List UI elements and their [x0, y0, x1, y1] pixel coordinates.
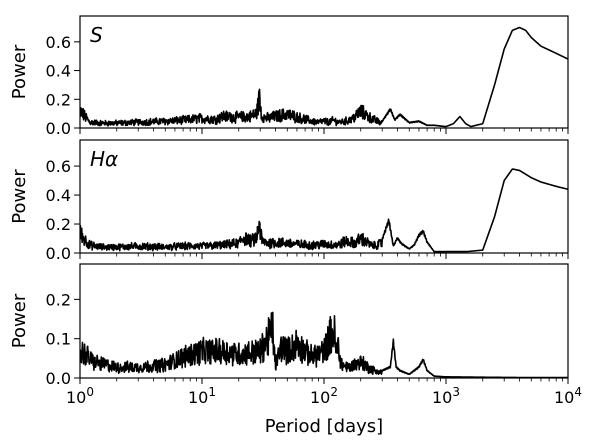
y-tick-label: 0.0	[46, 119, 71, 138]
y-axis-label: Power	[9, 169, 30, 224]
panel-2: 0.0 0.2 0.4 0.6 Power Hα	[9, 139, 569, 263]
series-line	[80, 26, 568, 128]
y-axis-label: Power	[9, 293, 30, 348]
y-tick-label: 0.4	[46, 186, 71, 205]
axes-frame	[79, 263, 569, 379]
series-line	[80, 311, 568, 378]
y-tick-label: 0.6	[46, 157, 71, 176]
panel-label: S	[90, 23, 103, 47]
axes-frame	[79, 15, 569, 129]
axes-frame	[79, 139, 569, 254]
y-tick-label: 0.1	[46, 330, 71, 349]
y-tick-label: 0.2	[46, 90, 71, 109]
x-tick-label: 100	[66, 385, 94, 407]
x-tick-label: 101	[188, 385, 216, 407]
y-tick-label: 0.4	[46, 62, 71, 81]
y-tick-label: 0.2	[46, 215, 71, 234]
y-axis-label: Power	[9, 44, 30, 99]
panel-3: 0.0 0.1 0.2 Power 100 101 102 103 104	[9, 263, 582, 407]
y-tick-label: 0.0	[46, 369, 71, 388]
panel-label: Hα	[90, 147, 118, 171]
panels-layer: 0.00.20.40.6PowerS0.00.20.40.6PowerHα0.0…	[9, 15, 582, 407]
y-tick-label: 0.0	[46, 244, 71, 263]
x-tick-label: 104	[554, 385, 582, 407]
x-tick-label: 103	[432, 385, 460, 407]
x-axis-label: Period [days]	[265, 416, 383, 437]
x-tick-label: 102	[310, 385, 338, 407]
panel-1: 0.0 0.2 0.4 0.6 Power S	[9, 15, 569, 138]
y-tick-label: 0.6	[46, 33, 71, 52]
series-line	[80, 168, 568, 253]
y-tick-label: 0.2	[46, 290, 71, 309]
